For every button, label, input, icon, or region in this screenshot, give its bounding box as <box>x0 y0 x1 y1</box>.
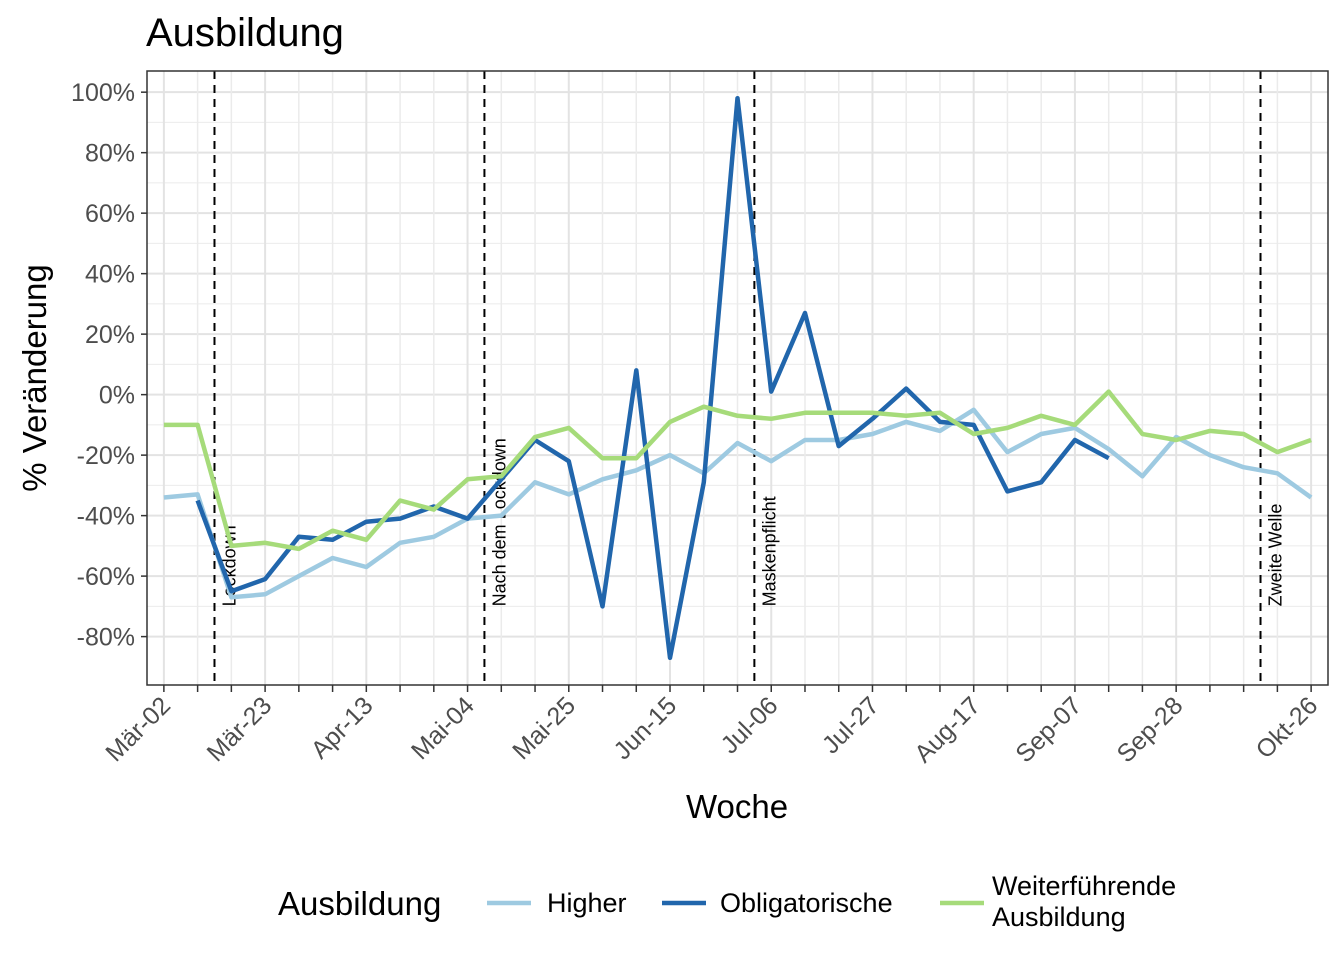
series-line <box>163 389 1312 552</box>
legend-title: Ausbildung <box>278 885 441 922</box>
x-tick-label: Mai-04 <box>406 691 480 765</box>
event-label: Maskenpflicht <box>759 496 779 606</box>
y-tick-label: 20% <box>85 321 135 349</box>
y-tick-label: 40% <box>85 261 135 289</box>
x-tick-label: Jul-27 <box>817 691 885 759</box>
legend-label: Weiterführende Ausbildung <box>992 871 1176 932</box>
legend-label: Obligatorische <box>720 888 893 918</box>
x-tick-label: Apr-13 <box>306 691 379 764</box>
x-tick-label: Jun-15 <box>608 691 682 765</box>
x-tick-label: Sep-07 <box>1010 691 1087 768</box>
y-tick-label: -80% <box>77 624 135 652</box>
y-tick-label: 60% <box>85 200 135 228</box>
y-tick-label: -20% <box>77 442 135 470</box>
x-tick-label: Mär-02 <box>100 691 176 767</box>
x-tick-label: Jul-06 <box>716 691 784 759</box>
chart-title: Ausbildung <box>146 11 344 55</box>
y-tick-label: -40% <box>77 503 135 531</box>
x-tick-label: Mär-23 <box>202 691 278 767</box>
y-tick-label: 0% <box>99 382 135 410</box>
x-tick-label: Okt-26 <box>1251 691 1324 764</box>
y-tick-label: 100% <box>71 79 135 107</box>
x-tick-label: Mai-25 <box>507 691 581 765</box>
legend-label: Higher <box>547 888 627 918</box>
y-tick-label: 80% <box>85 140 135 168</box>
x-axis-title: Woche <box>686 788 788 825</box>
x-tick-label: Sep-28 <box>1112 691 1189 768</box>
x-tick-label: Aug-17 <box>909 691 986 768</box>
event-label: Zweite Welle <box>1266 504 1286 607</box>
series-line <box>163 407 1313 600</box>
y-axis-title: % Veränderung <box>16 264 53 492</box>
plot-area: Lockdown Nach dem Lockdown Maskenpflicht Zw… <box>71 70 1329 768</box>
legend: Ausbildung Higher Obligatorische Weiterführ… <box>278 871 1176 932</box>
y-tick-label: -60% <box>77 563 135 591</box>
event-label: Nach dem Lockdown <box>489 438 509 606</box>
